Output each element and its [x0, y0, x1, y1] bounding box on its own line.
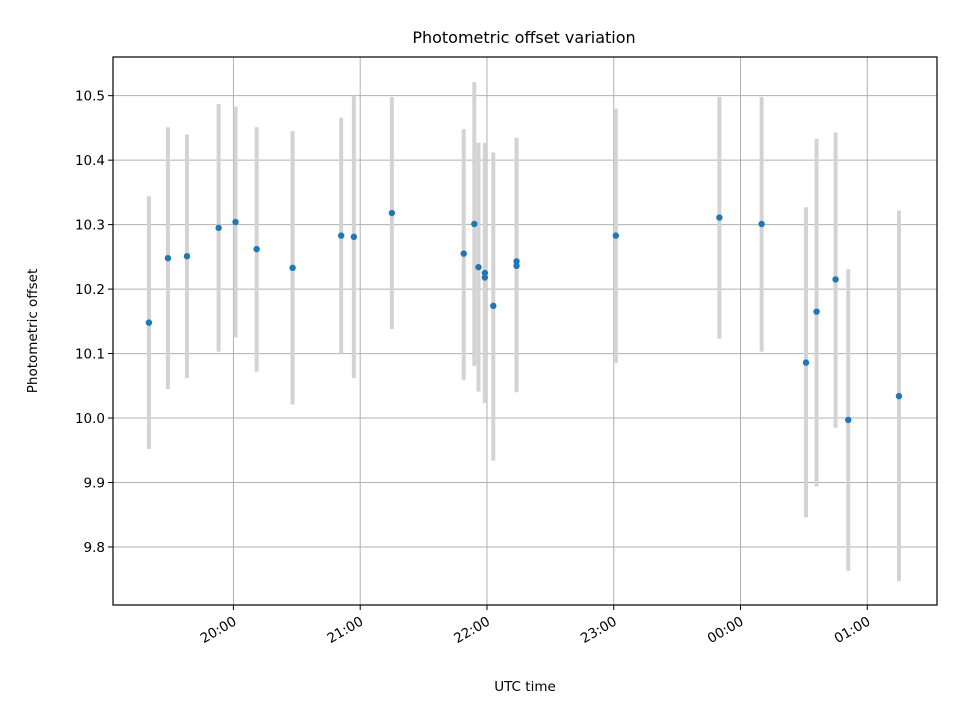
- grid-lines: [113, 57, 937, 605]
- plot-frame: [112, 56, 938, 606]
- data-point: [481, 274, 489, 281]
- y-tick-label: 9.8: [84, 540, 105, 556]
- data-point: [475, 263, 482, 271]
- data-point: [215, 224, 222, 232]
- y-axis-ticks: 9.8 9.9 10.0 10.1 10.2 10.3 10.4 10.5: [75, 89, 113, 556]
- data-point: [612, 232, 620, 239]
- data-points: [145, 209, 903, 424]
- data-point: [895, 392, 903, 400]
- data-point: [832, 276, 839, 283]
- data-point: [337, 232, 345, 239]
- y-tick-label: 9.9: [84, 476, 105, 492]
- data-point: [388, 209, 396, 217]
- y-tick-label: 10.3: [75, 218, 105, 234]
- data-point: [490, 302, 497, 310]
- data-point: [845, 416, 852, 424]
- y-tick-label: 10.4: [75, 153, 105, 169]
- data-point: [289, 264, 296, 272]
- data-point: [513, 258, 520, 265]
- data-point: [758, 220, 765, 228]
- data-point: [471, 220, 478, 228]
- data-point: [513, 262, 520, 270]
- y-tick-label: 10.0: [75, 411, 105, 427]
- data-point: [183, 253, 191, 260]
- y-tick-label: 10.1: [75, 347, 105, 363]
- data-point: [253, 245, 260, 253]
- data-point: [145, 319, 153, 326]
- data-point: [164, 254, 172, 262]
- data-point: [481, 269, 489, 277]
- x-axis-label: UTC time: [494, 679, 556, 695]
- data-point: [232, 218, 239, 226]
- data-point: [460, 250, 467, 257]
- data-point: [813, 308, 820, 315]
- chart-title: Photometric offset variation: [412, 28, 635, 47]
- y-tick-label: 10.2: [75, 282, 105, 298]
- y-tick-label: 10.5: [75, 89, 105, 105]
- y-axis-label: Photometric offset: [25, 269, 41, 393]
- data-point: [802, 359, 810, 366]
- data-point: [716, 214, 723, 221]
- data-point: [350, 233, 358, 241]
